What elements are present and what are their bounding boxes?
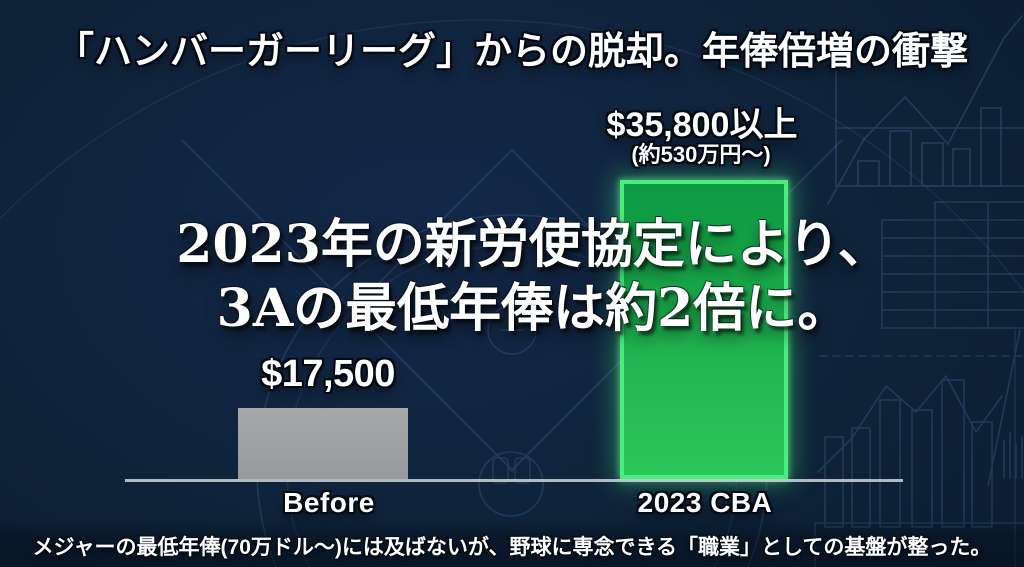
bar-value-before: $17,500 <box>261 353 395 395</box>
glove-icon <box>492 457 531 484</box>
annotation-overlay: 2023年の新労使協定により、 3Aの最低年俸は約2倍に。 <box>0 213 1024 341</box>
annotation-line-1: 2023年の新労使協定により、 <box>176 214 890 275</box>
x-axis-baseline <box>125 479 903 482</box>
bar-before <box>238 408 408 479</box>
footer-caption: メジャーの最低年俸(70万ドル〜)には及ばないが、野球に専念できる「職業」として… <box>32 536 992 559</box>
caption-band <box>0 518 1024 567</box>
bar-2023-cba <box>620 180 788 479</box>
category-label-before: Before <box>283 487 375 518</box>
bar-value-2023-cba: $35,800以上 <box>606 106 798 144</box>
bar-chart-doodle-bottom-right <box>814 329 1024 567</box>
line-chart-doodle-top-right <box>827 15 1024 205</box>
page-title: 「ハンバーガーリーグ」からの脱却。年俸倍増の衝撃 <box>55 31 968 73</box>
bar-value-2023-cba-yen: (約530万円〜) <box>631 142 771 167</box>
annotation-line-2: 3Aの最低年俸は約2倍に。 <box>216 278 850 339</box>
table-grid-doodle <box>881 201 1024 329</box>
category-label-2023-cba: 2023 CBA <box>637 487 773 518</box>
